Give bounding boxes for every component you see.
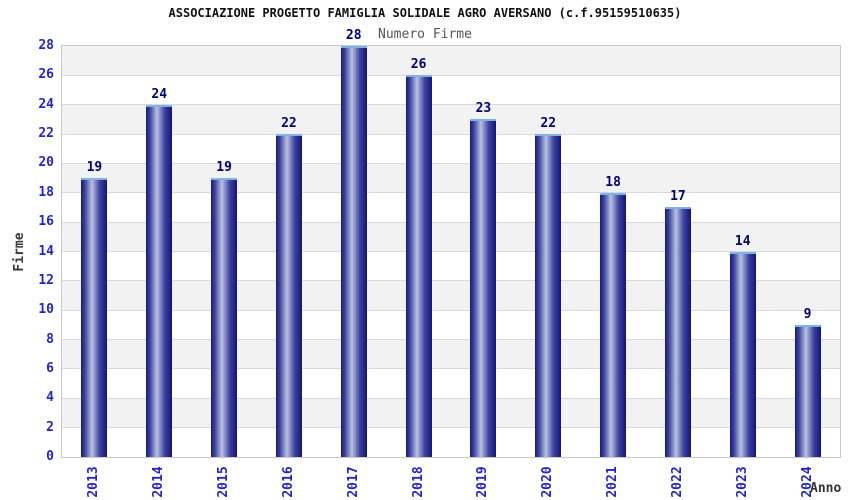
plot-band xyxy=(62,46,840,76)
gridline xyxy=(62,280,840,282)
y-tick-label: 0 xyxy=(46,449,54,464)
bar-value-label: 24 xyxy=(151,86,168,102)
bar-top-cap xyxy=(600,192,627,195)
x-tick-label: 2017 xyxy=(345,466,361,498)
gridline xyxy=(62,339,840,341)
bar-value-label: 14 xyxy=(734,233,751,249)
y-tick-label: 22 xyxy=(38,126,54,142)
bar-top-cap xyxy=(794,324,821,327)
bar-2018 xyxy=(405,75,432,457)
x-tick-label: 2019 xyxy=(475,466,491,498)
bar-2015 xyxy=(211,178,238,457)
bar-value-label: 28 xyxy=(345,28,362,43)
bar-top-cap xyxy=(535,134,562,137)
gridline xyxy=(62,427,840,429)
gridline xyxy=(62,162,840,164)
x-tick-label: 2023 xyxy=(734,466,750,498)
bar-2020 xyxy=(535,134,562,457)
bar-2022 xyxy=(664,207,691,457)
gridline xyxy=(62,192,840,194)
plot-band xyxy=(62,398,840,428)
bar-2013 xyxy=(81,178,108,457)
gridline xyxy=(62,397,840,399)
bar-value-label: 17 xyxy=(670,189,686,205)
x-tick-label: 2015 xyxy=(216,466,232,498)
bar-2021 xyxy=(600,192,627,457)
bar-top-cap xyxy=(340,46,367,48)
plot-band xyxy=(62,280,840,311)
gridline xyxy=(62,309,840,311)
x-tick-label: 2016 xyxy=(280,466,296,498)
y-tick-label: 6 xyxy=(46,360,54,376)
gridline xyxy=(62,368,840,370)
gridline xyxy=(62,74,840,76)
bar-2023 xyxy=(729,251,756,457)
y-tick-label: 8 xyxy=(46,331,54,347)
plot-band xyxy=(62,104,840,135)
gridline xyxy=(62,221,840,223)
bar-top-cap xyxy=(729,251,756,254)
plot-area xyxy=(61,45,841,458)
x-tick-label: 2020 xyxy=(540,466,556,498)
bar-top-cap xyxy=(146,104,173,107)
bar-value-label: 9 xyxy=(803,306,812,322)
y-tick-label: 14 xyxy=(38,243,54,259)
bar-top-cap xyxy=(81,178,108,181)
bar-2024 xyxy=(794,324,821,457)
bar-2017 xyxy=(340,46,367,457)
y-tick-label: 24 xyxy=(38,96,54,112)
gridline xyxy=(62,133,840,135)
bar-value-label: 26 xyxy=(410,57,427,73)
bar-value-label: 19 xyxy=(86,160,103,176)
x-tick-label: 2021 xyxy=(605,466,621,498)
chart-title: ASSOCIAZIONE PROGETTO FAMIGLIA SOLIDALE … xyxy=(168,6,682,20)
bar-2016 xyxy=(275,134,302,457)
bar-value-label: 19 xyxy=(216,160,232,176)
x-tick-label: 2018 xyxy=(410,466,426,498)
bar-2019 xyxy=(470,119,497,457)
bar-2014 xyxy=(146,104,173,457)
x-axis-label: Anno xyxy=(810,481,842,496)
x-tick-label: 2022 xyxy=(669,466,685,498)
y-tick-label: 28 xyxy=(38,38,54,53)
x-tick-label: 2024 xyxy=(799,466,815,498)
y-tick-label: 10 xyxy=(38,302,54,318)
bar-top-cap xyxy=(275,134,302,137)
plot-band xyxy=(62,163,840,193)
bar-top-cap xyxy=(664,207,691,210)
x-tick-label: 2013 xyxy=(86,466,102,498)
chart-subtitle: Numero Firme xyxy=(378,27,472,42)
bar-value-label: 23 xyxy=(475,101,492,117)
bar-value-label: 18 xyxy=(605,174,621,190)
plot-band xyxy=(62,339,840,369)
x-tick-label: 2014 xyxy=(151,466,167,498)
y-tick-label: 16 xyxy=(38,214,54,230)
y-tick-label: 4 xyxy=(46,390,54,406)
bar-top-cap xyxy=(470,119,497,122)
bar-top-cap xyxy=(211,178,238,181)
y-tick-label: 18 xyxy=(38,184,54,200)
gridline xyxy=(62,104,840,106)
gridline xyxy=(62,251,840,252)
y-tick-label: 2 xyxy=(46,419,54,435)
bar-value-label: 22 xyxy=(540,116,557,132)
y-tick-label: 26 xyxy=(38,67,54,83)
plot-band xyxy=(62,222,840,252)
bar-value-label: 22 xyxy=(281,116,297,132)
y-tick-label: 12 xyxy=(38,272,54,288)
y-tick-label: 20 xyxy=(38,155,54,171)
bar-top-cap xyxy=(405,75,432,78)
